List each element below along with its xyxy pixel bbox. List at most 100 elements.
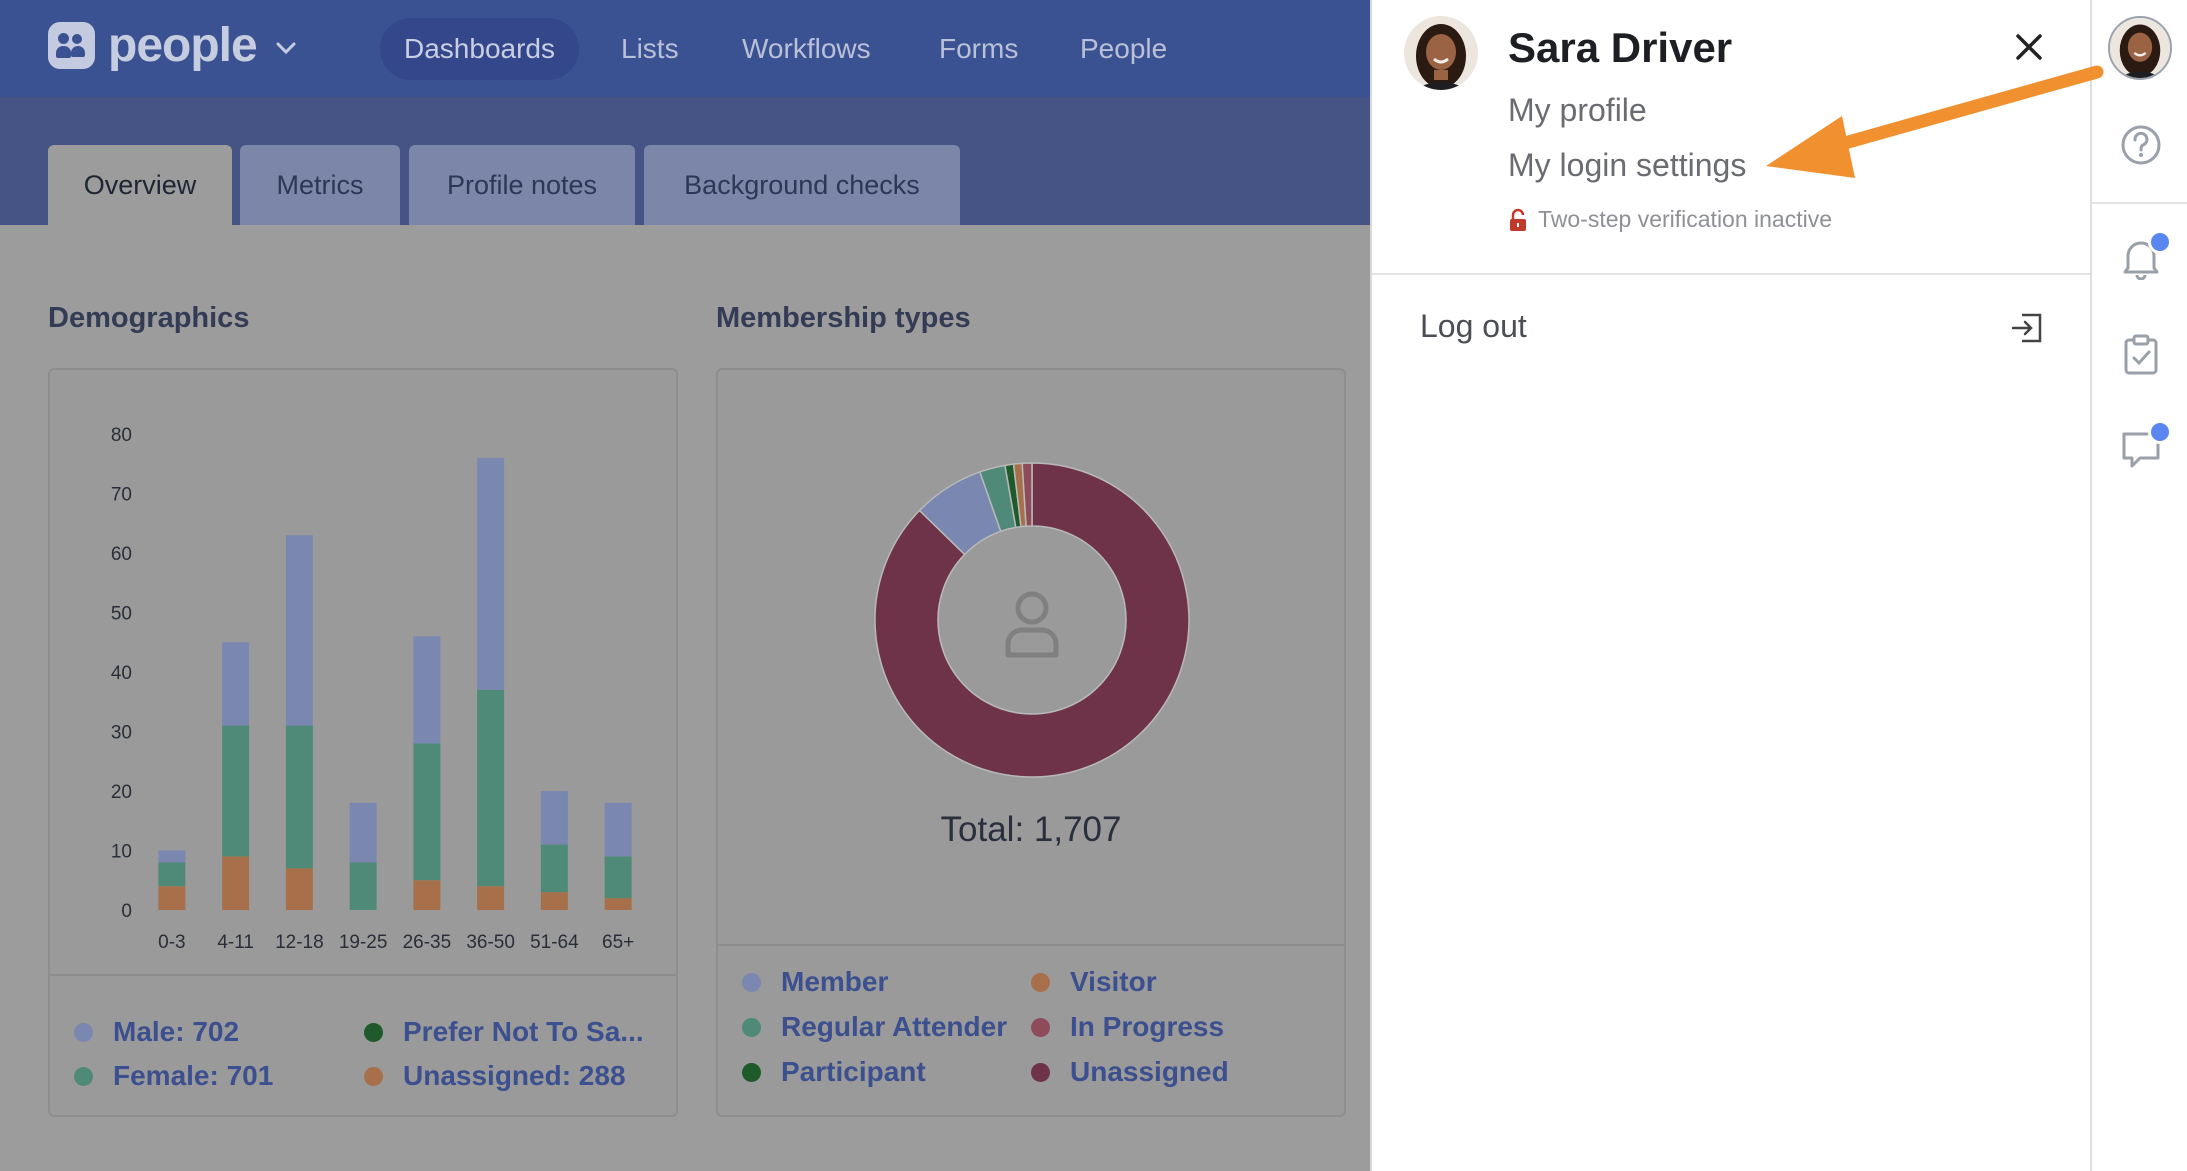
person-icon [1005, 591, 1059, 658]
legend-dot [74, 1066, 93, 1086]
donut-slice [874, 462, 1190, 778]
legend-label: Male: 702 [113, 1016, 240, 1047]
bar-segment [604, 856, 632, 899]
bar-segment [604, 802, 632, 857]
legend-item-regular-attender[interactable]: Regular Attender [742, 1011, 1007, 1043]
y-tick-label: 40 [111, 663, 132, 684]
panel-divider [1372, 273, 2092, 275]
y-tick-label: 10 [111, 842, 132, 863]
legend-dot [74, 1022, 93, 1042]
x-tick-label: 65+ [602, 932, 634, 953]
legend-label: In Progress [1070, 1011, 1225, 1042]
tab-metrics[interactable]: Metrics [240, 145, 400, 225]
top-navigation: people Dashboards Lists Workflows Forms … [0, 0, 1370, 97]
two-step-status: Two-step verification inactive [1508, 206, 1832, 233]
nav-people[interactable]: People [1080, 33, 1168, 64]
tab-overview[interactable]: Overview [48, 145, 232, 225]
nav-workflows[interactable]: Workflows [742, 33, 871, 64]
bar-segment [477, 689, 505, 887]
logo-text: people [108, 19, 258, 72]
demographics-card: 0 10 20 30 40 50 60 70 80 0-3 4-11 12-18 19-25 26-35 3… [48, 368, 678, 1117]
messages-badge [2148, 420, 2172, 444]
legend-dot [1031, 1017, 1050, 1037]
demographics-title: Demographics [48, 302, 250, 334]
avatar-image-icon [1404, 16, 1478, 90]
chevron-down-icon[interactable] [275, 41, 297, 55]
legend-dot [742, 1062, 761, 1082]
legend-dot [364, 1022, 383, 1042]
bar-segment [349, 862, 377, 910]
close-icon[interactable] [2014, 32, 2044, 62]
x-tick-label: 51-64 [530, 932, 579, 953]
tab-profile-notes[interactable]: Profile notes [409, 145, 635, 225]
x-tick-label: 4-11 [217, 932, 254, 953]
bar-segment [222, 725, 250, 857]
demographics-bar-chart: 0 10 20 30 40 50 60 70 80 0-3 4-11 12-18 19-25 26-35 3… [111, 425, 634, 953]
nav-lists[interactable]: Lists [621, 33, 679, 64]
bar-segment [158, 862, 186, 887]
membership-title: Membership types [716, 302, 971, 334]
bar-segment [413, 880, 441, 910]
help-icon[interactable] [2120, 124, 2162, 166]
x-tick-label: 26-35 [403, 932, 452, 953]
membership-donut-chart [874, 462, 1190, 778]
legend-item-female[interactable]: Female: 701 [74, 1060, 273, 1092]
logout-icon[interactable] [2010, 312, 2044, 344]
bar-segment [158, 850, 186, 863]
user-menu-panel: Sara Driver My profile My login settings… [1370, 0, 2092, 1171]
legend-item-member[interactable]: Member [742, 966, 888, 998]
legend-item-visitor[interactable]: Visitor [1031, 966, 1157, 998]
two-step-text: Two-step verification inactive [1538, 206, 1833, 232]
nav-dashboards[interactable]: Dashboards [380, 18, 579, 80]
logo[interactable]: people [48, 19, 297, 72]
notifications-bell-icon[interactable] [2120, 236, 2162, 280]
card-divider [718, 944, 1344, 946]
rail-divider [2092, 202, 2187, 204]
donut-slice [1021, 462, 1033, 527]
bar-segment [158, 886, 186, 910]
tab-background-checks[interactable]: Background checks [644, 145, 960, 225]
nav-forms[interactable]: Forms [939, 33, 1019, 64]
legend-item-unassigned-membership[interactable]: Unassigned [1031, 1056, 1229, 1088]
legend-dot [742, 972, 761, 992]
x-tick-label: 0-3 [158, 932, 185, 953]
y-tick-label: 60 [111, 544, 132, 565]
legend-label: Unassigned [1070, 1056, 1229, 1087]
legend-label: Unassigned: 288 [403, 1060, 626, 1091]
legend-item-prefer-not[interactable]: Prefer Not To Sa... [364, 1016, 644, 1048]
legend-label: Member [781, 966, 889, 997]
y-tick-label: 0 [121, 901, 132, 922]
x-tick-label: 19-25 [339, 932, 388, 953]
unlocked-lock-icon [1510, 208, 1526, 231]
bar-segment [477, 457, 505, 690]
legend-label: Visitor [1070, 966, 1157, 997]
legend-item-unassigned[interactable]: Unassigned: 288 [364, 1060, 626, 1092]
membership-card: Total: 1,707 Member Visitor Regular Atte… [716, 368, 1346, 1117]
legend-dot [364, 1066, 383, 1086]
y-tick-label: 20 [111, 782, 132, 803]
legend-item-in-progress[interactable]: In Progress [1031, 1011, 1224, 1043]
legend-label: Female: 701 [113, 1060, 274, 1091]
bar-segment [540, 892, 568, 910]
bar-segment [285, 868, 313, 910]
y-tick-label: 70 [111, 485, 132, 506]
legend-label: Participant [781, 1056, 926, 1087]
bar-segment [349, 802, 377, 863]
people-logo-icon [48, 22, 95, 69]
tasks-clipboard-icon[interactable] [2122, 334, 2160, 376]
my-login-settings-link[interactable]: My login settings [1508, 147, 1747, 183]
membership-total: Total: 1,707 [940, 810, 1122, 849]
user-name: Sara Driver [1508, 24, 1733, 71]
bar-segment [285, 725, 313, 869]
legend-item-participant[interactable]: Participant [742, 1056, 926, 1088]
logout-label[interactable]: Log out [1420, 308, 1527, 344]
bar-segment [540, 791, 568, 845]
legend-item-male[interactable]: Male: 702 [74, 1016, 239, 1048]
bar-segment [477, 886, 505, 910]
legend-label: Regular Attender [781, 1011, 1008, 1042]
notification-badge [2148, 230, 2172, 254]
rail-user-avatar[interactable] [2108, 16, 2172, 80]
y-tick-label: 50 [111, 604, 132, 625]
avatar-image-icon [2110, 18, 2170, 78]
my-profile-link[interactable]: My profile [1508, 92, 1647, 128]
